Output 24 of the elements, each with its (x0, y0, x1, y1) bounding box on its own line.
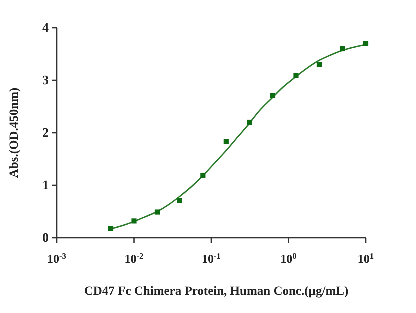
y-tick-label: 1 (42, 178, 49, 193)
point (108, 226, 114, 232)
y-tick-label: 3 (42, 72, 50, 88)
point (340, 46, 346, 52)
point (316, 62, 322, 68)
x-tick-label: 10$^{-1}$ (202, 252, 221, 266)
point (132, 218, 137, 224)
y-tick-label: 2 (42, 125, 49, 140)
point (177, 198, 182, 204)
x-tick-label: 10$^{0}$ (280, 252, 297, 266)
x-axis-title: CD47 Fc Chimera Protein, Human Conc.(µg/mL) (84, 284, 349, 298)
x-tick-label: 10$^{-2}$ (124, 252, 144, 266)
y-tick-label: 0 (42, 230, 49, 246)
x-tick-label: 10$^{1}$ (358, 252, 374, 266)
y-axis-title: Abs.(OD.450nm) (7, 88, 21, 178)
point (363, 41, 369, 46)
point (247, 120, 252, 126)
point (294, 73, 299, 78)
y-tick-label: 4 (42, 20, 50, 36)
point (224, 139, 229, 144)
point (154, 210, 160, 215)
x-tick-label: 10$^{-3}$ (48, 252, 66, 266)
point (270, 93, 276, 98)
point (200, 172, 206, 178)
